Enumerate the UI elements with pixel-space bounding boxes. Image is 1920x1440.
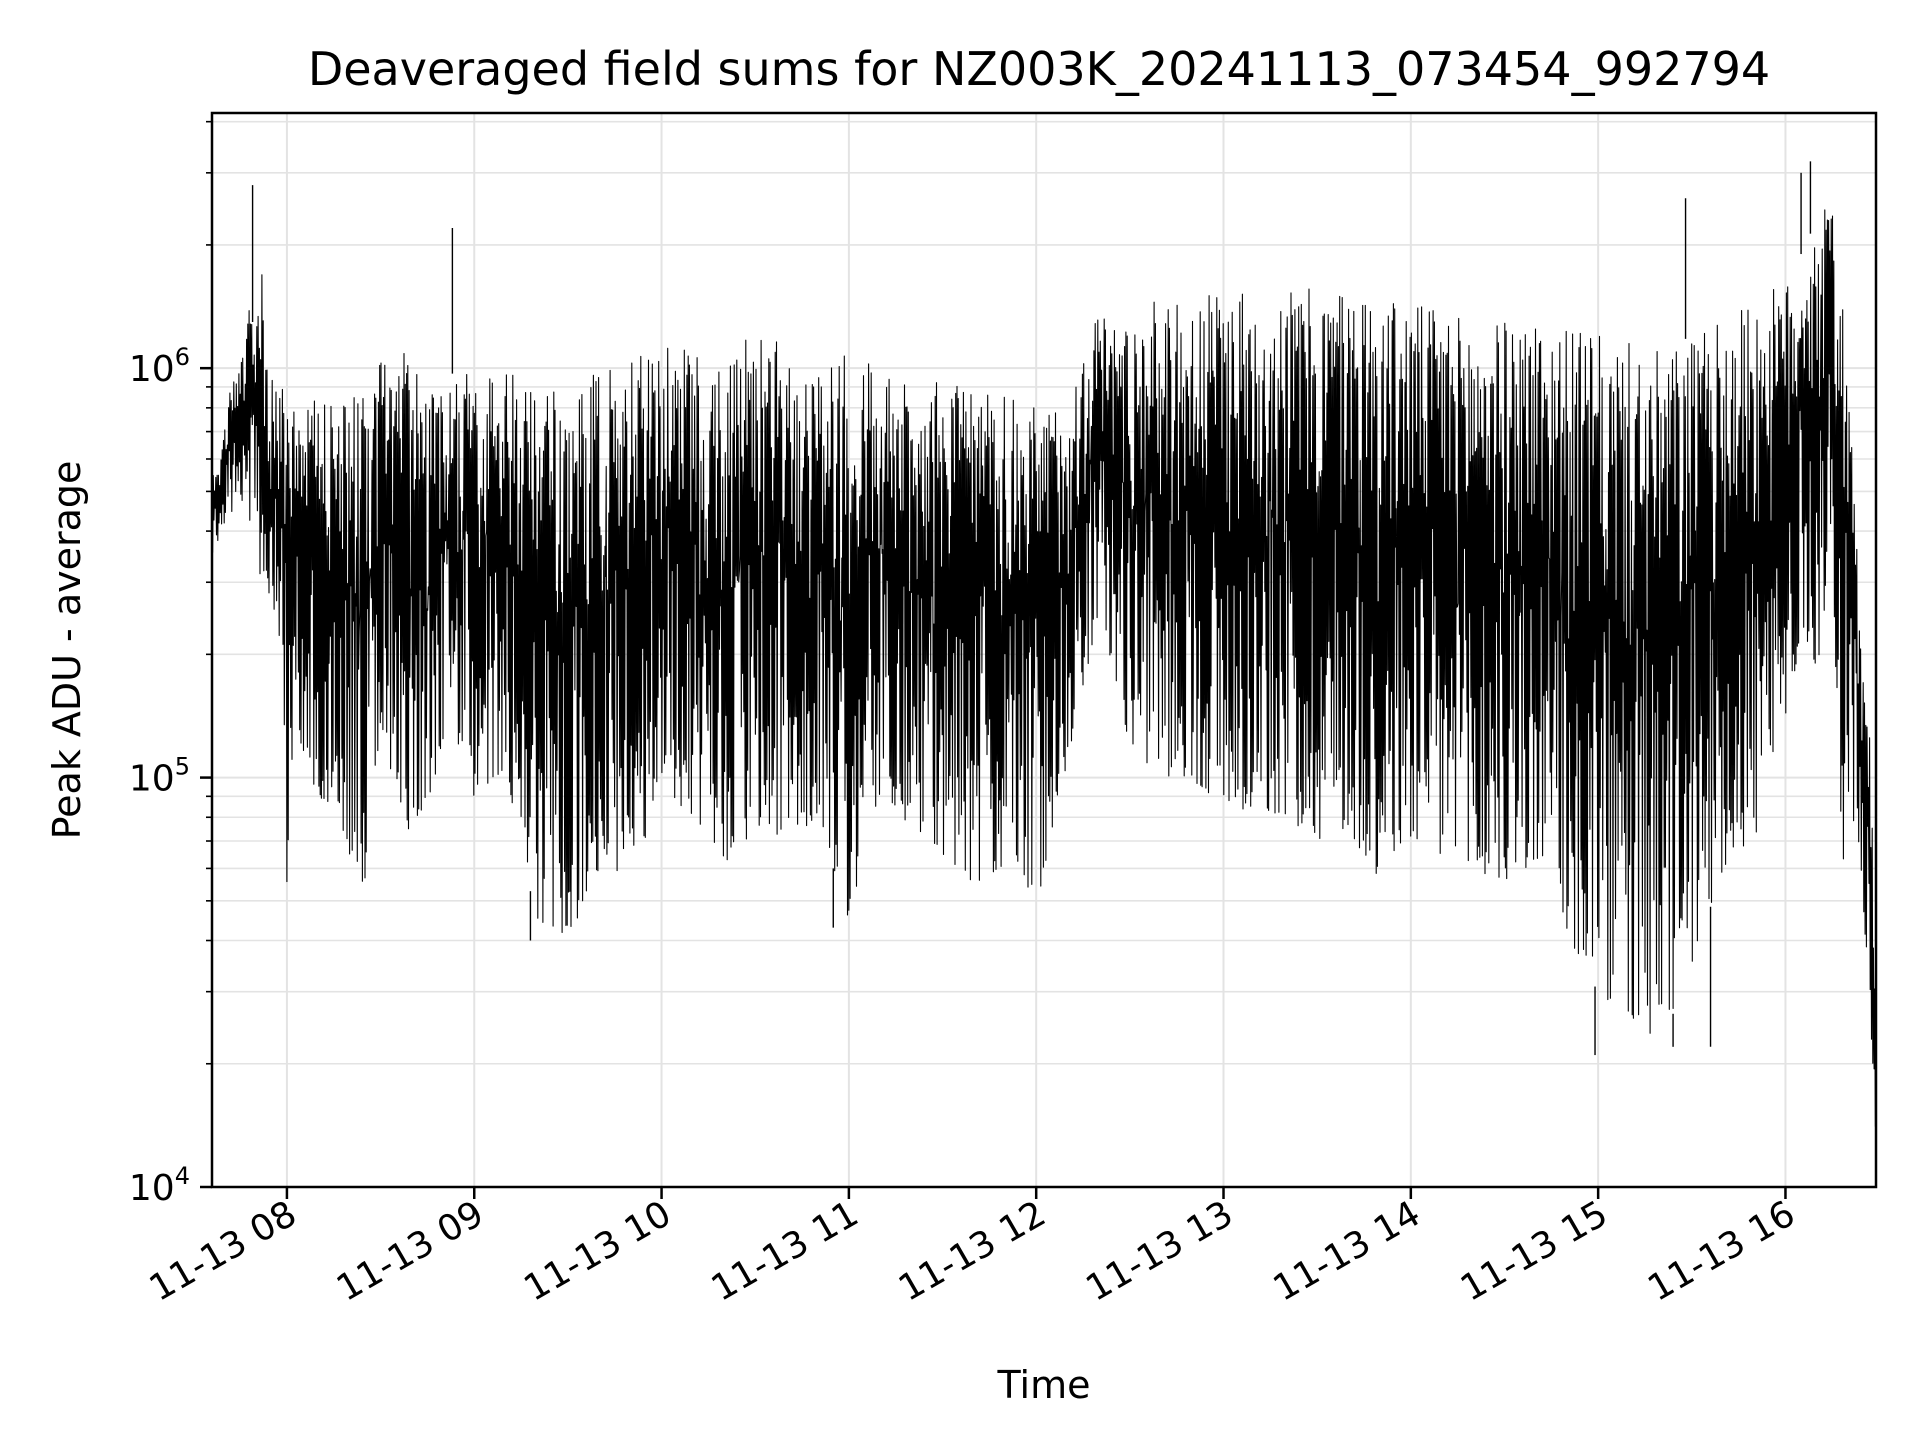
series-line bbox=[211, 209, 1877, 1127]
x-tick-label: 11-13 10 bbox=[517, 1193, 678, 1309]
y-axis-ticks: 104 105 106 bbox=[129, 120, 212, 1209]
plot-frame bbox=[210, 111, 1878, 1189]
x-axis-ticks: 11-13 08 11-13 09 11-13 10 11-13 11 11-13 12… bbox=[143, 1187, 1802, 1310]
x-tick-label: 11-13 09 bbox=[330, 1193, 491, 1309]
data-series bbox=[211, 161, 1877, 1127]
x-tick-label: 11-13 16 bbox=[1641, 1193, 1802, 1309]
x-tick-label: 11-13 12 bbox=[892, 1193, 1053, 1309]
x-tick-label: 11-13 15 bbox=[1454, 1193, 1615, 1309]
x-tick-label: 11-13 08 bbox=[143, 1193, 304, 1309]
y-tick-label: 104 bbox=[129, 1162, 190, 1209]
chart-title: Deaveraged field sums for NZ003K_2024111… bbox=[308, 42, 1770, 96]
y-axis-label: Peak ADU - average bbox=[45, 461, 89, 840]
y-tick-label: 105 bbox=[129, 753, 190, 800]
x-axis-label: Time bbox=[997, 1363, 1091, 1407]
x-tick-label: 11-13 13 bbox=[1079, 1193, 1240, 1309]
x-tick-label: 11-13 11 bbox=[705, 1193, 866, 1309]
y-tick-label: 106 bbox=[129, 343, 190, 390]
x-tick-label: 11-13 14 bbox=[1267, 1193, 1428, 1309]
